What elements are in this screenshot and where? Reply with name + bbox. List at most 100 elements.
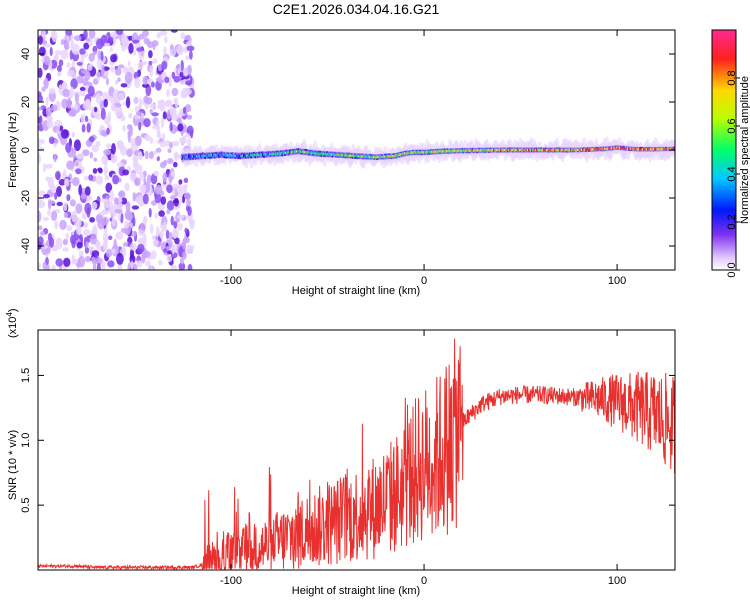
heatmap-cell: [144, 134, 151, 142]
heatmap-cell: [53, 138, 59, 144]
heatmap-cell: [115, 231, 124, 240]
heatmap-cell: [179, 71, 184, 78]
heatmap-cell: [43, 43, 52, 48]
heatmap-cell: [84, 202, 92, 215]
heatmap-cell: [95, 214, 103, 224]
heatmap-cell: [158, 210, 165, 217]
heatmap-cell: [38, 35, 43, 45]
heatmap-cell: [130, 260, 134, 270]
heatmap-cell: [154, 212, 158, 219]
bottom-x-tick-label: 0: [421, 575, 427, 587]
heatmap-cell: [181, 135, 187, 144]
heatmap-cell: [45, 163, 53, 169]
heatmap-cell: [38, 190, 46, 197]
heatmap-cell: [79, 86, 86, 91]
snr-plot-area: [38, 338, 675, 570]
heatmap-cell: [138, 33, 145, 40]
top-y-tick-label: 0: [20, 147, 32, 153]
bottom-y-axis-label: SNR (10 * v/v): [7, 430, 19, 500]
heatmap-cell: [63, 169, 67, 178]
heatmap-cell: [145, 260, 151, 267]
heatmap-cell: [113, 197, 119, 205]
heatmap-cell: [149, 137, 154, 144]
heatmap-cell: [177, 214, 184, 219]
heatmap-cell: [60, 39, 65, 46]
heatmap-cell: [114, 68, 122, 76]
heatmap-cell: [142, 233, 147, 244]
heatmap-cell: [101, 155, 109, 165]
heatmap-cell: [179, 257, 184, 265]
heatmap-cell: [121, 33, 128, 46]
heatmap-cell: [88, 174, 94, 181]
heatmap-cell: [95, 175, 104, 185]
heatmap-cell: [170, 30, 178, 33]
heatmap-cell: [122, 125, 126, 132]
heatmap-cell: [89, 233, 97, 245]
heatmap-cell: [73, 139, 81, 152]
snr-panel: -100 0 100 0.5 1.0 1.5 Height of straight li…: [5, 308, 676, 597]
heatmap-cell: [63, 257, 71, 267]
heatmap-cell: [186, 244, 193, 255]
heatmap-cell: [125, 201, 131, 213]
heatmap-cell: [55, 237, 63, 250]
heatmap-cell: [111, 248, 116, 255]
heatmap-cell: [56, 71, 62, 77]
heatmap-cell: [151, 112, 159, 117]
heatmap-cell: [135, 135, 142, 146]
bottom-y-tick-label: 1.5: [20, 368, 32, 383]
heatmap-cell: [177, 222, 183, 231]
colorbar-ticks: 0.0 0.2 0.4 0.6 0.8: [726, 70, 740, 278]
heatmap-cell: [167, 148, 172, 153]
heatmap-cell: [161, 60, 168, 70]
heatmap-cell: [68, 109, 76, 117]
heatmap-cell: [83, 42, 90, 50]
heatmap-cell: [113, 238, 117, 251]
heatmap-cell: [169, 195, 176, 200]
heatmap-cell: [104, 202, 111, 208]
heatmap-cell: [98, 168, 103, 174]
heatmap-cell: [154, 192, 162, 204]
heatmap-cell: [96, 58, 103, 69]
heatmap-cell: [45, 106, 52, 117]
heatmap-cell: [148, 207, 152, 218]
heatmap-cell: [108, 95, 113, 102]
heatmap-cell: [96, 71, 101, 78]
heatmap-cell: [133, 157, 139, 168]
heatmap-cell: [151, 235, 156, 240]
heatmap-cell: [118, 140, 125, 149]
heatmap-cell: [84, 186, 91, 196]
heatmap-cell: [105, 77, 109, 86]
heatmap-cell: [66, 224, 72, 232]
heatmap-cell: [156, 132, 162, 139]
heatmap-cell: [45, 264, 50, 270]
heatmap-cell: [80, 113, 86, 123]
heatmap-cell: [164, 76, 170, 84]
heatmap-cell: [64, 178, 70, 187]
heatmap-cell: [137, 61, 143, 70]
heatmap-cell: [148, 50, 153, 59]
heatmap-cell: [168, 231, 173, 240]
chart-title: C2E1.2026.034.04.16.G21: [273, 1, 440, 17]
heatmap-cell: [75, 153, 84, 160]
heatmap-cell: [38, 196, 42, 204]
heatmap-cell: [173, 75, 181, 83]
heatmap-cell: [163, 159, 168, 166]
bottom-y-scale-label: (x104): [5, 308, 19, 338]
heatmap-cell: [115, 105, 123, 118]
heatmap-cell: [38, 138, 42, 145]
heatmap-cell: [120, 83, 128, 88]
heatmap-cell: [178, 262, 186, 270]
heatmap-cell: [127, 212, 133, 221]
heatmap-cell: [84, 70, 91, 81]
heatmap-cell: [56, 123, 60, 134]
heatmap-cell: [95, 257, 103, 265]
heatmap-cell: [62, 238, 68, 246]
heatmap-cell: [54, 192, 58, 200]
heatmap-cell: [139, 171, 145, 181]
heatmap-cell: [186, 114, 193, 120]
heatmap-cell: [115, 30, 124, 36]
heatmap-cell: [118, 191, 125, 198]
heatmap-cell: [172, 140, 180, 147]
heatmap-cell: [147, 174, 152, 184]
